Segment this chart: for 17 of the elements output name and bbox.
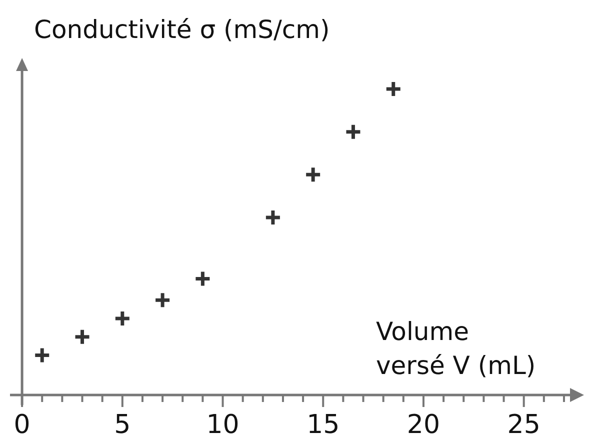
x-tick-label: 15 bbox=[306, 410, 340, 440]
x-tick-label: 5 bbox=[114, 410, 131, 440]
x-tick-label: 25 bbox=[507, 410, 540, 440]
point bbox=[74, 328, 92, 346]
point bbox=[384, 80, 402, 98]
x-tick-label: 20 bbox=[406, 410, 440, 440]
x-tick-label: 0 bbox=[14, 410, 30, 440]
point bbox=[304, 166, 322, 184]
point bbox=[33, 346, 51, 364]
point bbox=[154, 291, 172, 309]
point bbox=[344, 123, 362, 141]
x-tick-label: 10 bbox=[206, 410, 240, 440]
point bbox=[194, 270, 212, 288]
point bbox=[264, 208, 282, 226]
point bbox=[114, 310, 132, 328]
y-axis-title: Conductivité σ (mS/cm) bbox=[34, 15, 330, 44]
x-axis-title: Volume versé V (mL) bbox=[376, 317, 536, 380]
